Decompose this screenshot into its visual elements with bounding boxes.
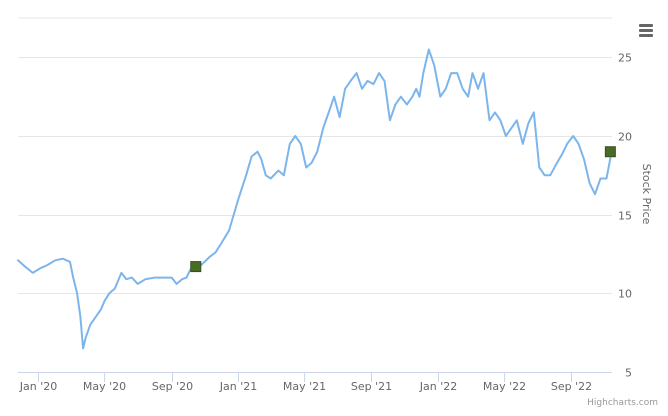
y-tick-label: 20 bbox=[618, 131, 632, 144]
event-marker bbox=[604, 146, 616, 158]
event-marker bbox=[190, 261, 202, 273]
x-tick-label: Jan '22 bbox=[419, 380, 457, 393]
y-axis-tick-labels: 5 10 15 20 25 bbox=[618, 52, 632, 380]
x-tick-label: May '20 bbox=[83, 380, 126, 393]
x-axis bbox=[18, 372, 612, 382]
y-tick-label: 5 bbox=[625, 367, 632, 380]
price-series-line bbox=[17, 48, 612, 350]
x-tick-label: May '21 bbox=[283, 380, 326, 393]
x-tick-label: Jan '20 bbox=[19, 380, 57, 393]
hamburger-menu-icon[interactable] bbox=[634, 20, 658, 42]
y-tick-label: 15 bbox=[618, 210, 632, 223]
y-tick-label: 25 bbox=[618, 52, 632, 65]
credits-link[interactable]: Highcharts.com bbox=[587, 398, 658, 408]
plot-area bbox=[17, 48, 616, 350]
x-tick-label: Jan '21 bbox=[219, 380, 257, 393]
x-tick-label: Sep '20 bbox=[152, 380, 193, 393]
x-tick-label: Sep '22 bbox=[551, 380, 592, 393]
x-axis-tick-labels: Jan '20 May '20 Sep '20 Jan '21 May '21 Sep '… bbox=[19, 380, 592, 393]
x-tick-label: Sep '21 bbox=[351, 380, 392, 393]
y-axis-title: Stock Price bbox=[640, 164, 653, 225]
grid-lines bbox=[18, 17, 612, 294]
x-tick-label: May '22 bbox=[483, 380, 526, 393]
y-tick-label: 10 bbox=[618, 288, 632, 301]
